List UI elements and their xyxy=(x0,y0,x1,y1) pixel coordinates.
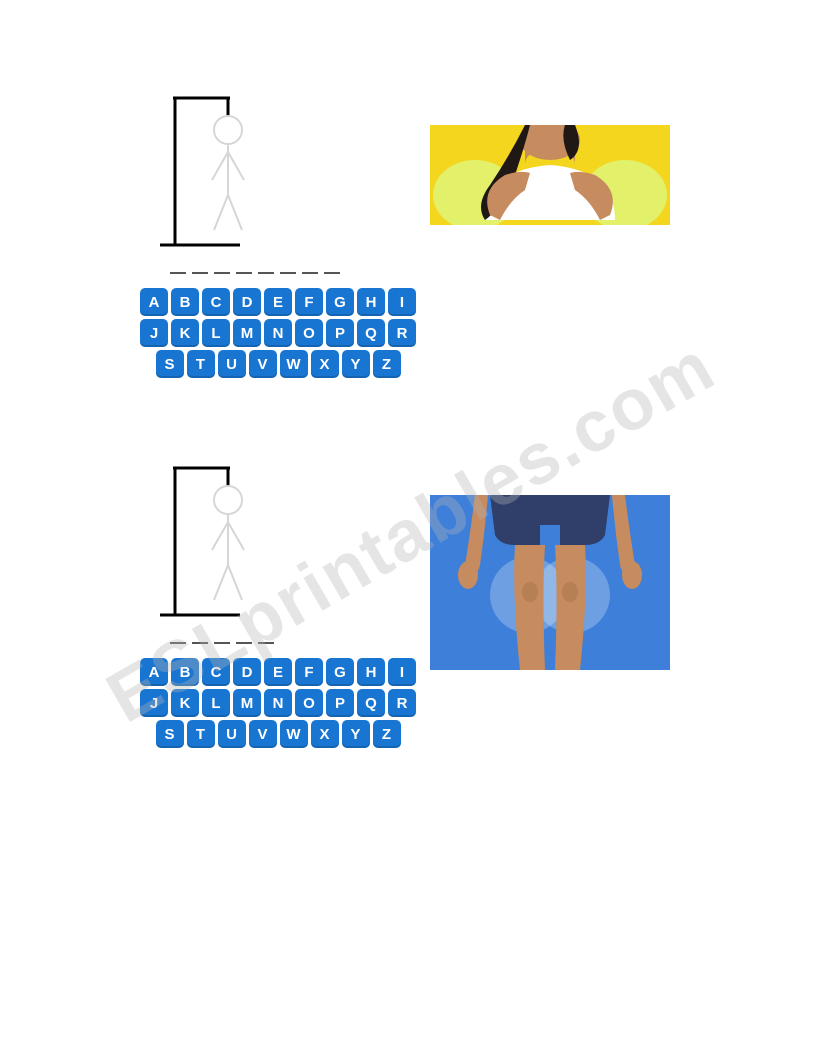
blank xyxy=(236,642,252,644)
key-q[interactable]: Q xyxy=(357,319,385,347)
key-p[interactable]: P xyxy=(326,689,354,717)
key-k[interactable]: K xyxy=(171,319,199,347)
blank xyxy=(170,642,186,644)
key-l[interactable]: L xyxy=(202,319,230,347)
key-o[interactable]: O xyxy=(295,319,323,347)
key-u[interactable]: U xyxy=(218,720,246,748)
blank xyxy=(170,272,186,274)
key-b[interactable]: B xyxy=(171,658,199,686)
key-m[interactable]: M xyxy=(233,319,261,347)
key-f[interactable]: F xyxy=(295,288,323,316)
game-section-2: A B C D E F G H I J K L M N O P Q R S T … xyxy=(140,460,416,748)
key-row: S T U V W X Y Z xyxy=(156,350,401,378)
blank xyxy=(280,272,296,274)
key-n[interactable]: N xyxy=(264,689,292,717)
key-j[interactable]: J xyxy=(140,319,168,347)
key-d[interactable]: D xyxy=(233,658,261,686)
key-y[interactable]: Y xyxy=(342,350,370,378)
key-row: J K L M N O P Q R xyxy=(140,689,416,717)
key-row: A B C D E F G H I xyxy=(140,658,416,686)
key-k[interactable]: K xyxy=(171,689,199,717)
key-x[interactable]: X xyxy=(311,350,339,378)
key-f[interactable]: F xyxy=(295,658,323,686)
key-t[interactable]: T xyxy=(187,350,215,378)
hint-image-shoulders xyxy=(430,125,670,230)
key-w[interactable]: W xyxy=(280,720,308,748)
keyboard-1: A B C D E F G H I J K L M N O P Q R S T … xyxy=(140,288,416,378)
key-m[interactable]: M xyxy=(233,689,261,717)
key-r[interactable]: R xyxy=(388,319,416,347)
game-section-1: A B C D E F G H I J K L M N O P Q R S T … xyxy=(140,90,416,378)
key-u[interactable]: U xyxy=(218,350,246,378)
blank xyxy=(258,642,274,644)
key-c[interactable]: C xyxy=(202,288,230,316)
key-e[interactable]: E xyxy=(264,288,292,316)
key-w[interactable]: W xyxy=(280,350,308,378)
key-row: S T U V W X Y Z xyxy=(156,720,401,748)
key-t[interactable]: T xyxy=(187,720,215,748)
key-row: A B C D E F G H I xyxy=(140,288,416,316)
hangman-gallows-2 xyxy=(140,460,280,620)
key-h[interactable]: H xyxy=(357,288,385,316)
key-o[interactable]: O xyxy=(295,689,323,717)
key-l[interactable]: L xyxy=(202,689,230,717)
key-h[interactable]: H xyxy=(357,658,385,686)
word-blanks-2 xyxy=(170,642,416,644)
keyboard-2: A B C D E F G H I J K L M N O P Q R S T … xyxy=(140,658,416,748)
key-g[interactable]: G xyxy=(326,288,354,316)
key-y[interactable]: Y xyxy=(342,720,370,748)
blank xyxy=(192,272,208,274)
key-v[interactable]: V xyxy=(249,350,277,378)
key-z[interactable]: Z xyxy=(373,350,401,378)
word-blanks-1 xyxy=(170,272,416,274)
key-x[interactable]: X xyxy=(311,720,339,748)
key-e[interactable]: E xyxy=(264,658,292,686)
blank xyxy=(324,272,340,274)
key-a[interactable]: A xyxy=(140,658,168,686)
blank xyxy=(302,272,318,274)
key-v[interactable]: V xyxy=(249,720,277,748)
key-c[interactable]: C xyxy=(202,658,230,686)
key-i[interactable]: I xyxy=(388,288,416,316)
hangman-gallows-1 xyxy=(140,90,280,250)
key-a[interactable]: A xyxy=(140,288,168,316)
blank xyxy=(214,272,230,274)
blank xyxy=(258,272,274,274)
key-i[interactable]: I xyxy=(388,658,416,686)
key-r[interactable]: R xyxy=(388,689,416,717)
key-n[interactable]: N xyxy=(264,319,292,347)
key-p[interactable]: P xyxy=(326,319,354,347)
key-b[interactable]: B xyxy=(171,288,199,316)
key-s[interactable]: S xyxy=(156,350,184,378)
key-d[interactable]: D xyxy=(233,288,261,316)
key-row: J K L M N O P Q R xyxy=(140,319,416,347)
key-g[interactable]: G xyxy=(326,658,354,686)
blank xyxy=(192,642,208,644)
blank xyxy=(214,642,230,644)
key-z[interactable]: Z xyxy=(373,720,401,748)
key-q[interactable]: Q xyxy=(357,689,385,717)
blank xyxy=(236,272,252,274)
key-s[interactable]: S xyxy=(156,720,184,748)
hint-image-knees xyxy=(430,495,670,675)
key-j[interactable]: J xyxy=(140,689,168,717)
